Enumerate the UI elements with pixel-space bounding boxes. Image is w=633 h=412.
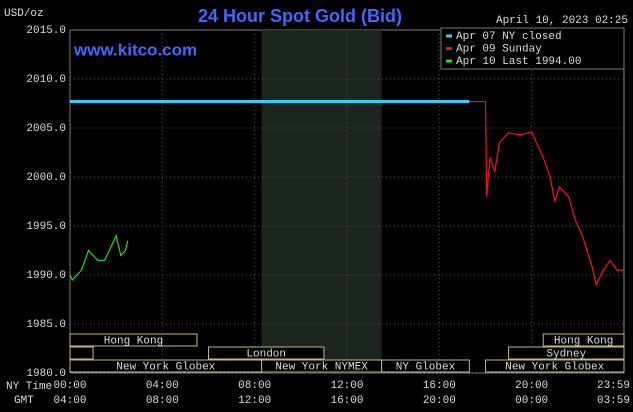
gmt-tick-label: 03:59 — [597, 395, 630, 407]
x-tick-label: 08:00 — [238, 380, 271, 392]
legend-swatch — [446, 47, 452, 50]
gmt-tick-label: 20:00 — [423, 395, 456, 407]
session-box — [69, 333, 198, 347]
x-tick-label: 23:59 — [597, 380, 630, 392]
legend-label: Apr 07 NY closed — [456, 31, 562, 43]
session-label: London — [246, 348, 286, 360]
legend-label: Apr 10 Last 1994.00 — [456, 56, 581, 68]
session-label: Sydney — [546, 348, 586, 360]
session-box — [381, 359, 470, 373]
session-label: New York Globex — [505, 361, 604, 373]
legend-label: Apr 09 Sunday — [456, 43, 542, 55]
y-tick-label: 2010.0 — [26, 74, 66, 86]
legend-swatch — [446, 34, 452, 38]
y-tick-label: 1995.0 — [26, 221, 66, 233]
x-tick-label: 12:00 — [330, 380, 363, 392]
gmt-tick-label: 04:00 — [53, 395, 86, 407]
gmt-tick-label: 12:00 — [238, 395, 271, 407]
timestamp: April 10, 2023 02:25 — [496, 15, 628, 27]
chart-title: 24 Hour Spot Gold (Bid) — [198, 6, 402, 26]
session-box — [69, 346, 94, 360]
y-axis-label: USD/oz — [4, 8, 44, 20]
gmt-label: GMT — [14, 395, 34, 407]
session-box — [542, 333, 625, 347]
x-tick-label: 00:00 — [53, 380, 86, 392]
series-line — [69, 233, 129, 281]
x-tick-label: 04:00 — [146, 380, 179, 392]
series-line — [469, 100, 624, 287]
x-tick-label: 16:00 — [423, 380, 456, 392]
gmt-tick-label: 16:00 — [330, 395, 363, 407]
x-tick-label: 20:00 — [515, 380, 548, 392]
y-tick-label: 1985.0 — [26, 319, 66, 331]
session-label: Hong Kong — [104, 335, 163, 347]
session-label: NY Globex — [396, 361, 456, 373]
session-label: New York NYMEX — [275, 361, 368, 373]
ny-time-label: NY Time — [6, 381, 52, 393]
y-tick-label: 2000.0 — [26, 172, 66, 184]
session-box — [508, 346, 625, 360]
shaded-region — [261, 30, 382, 373]
watermark: www.kitco.com — [73, 40, 197, 59]
session-label: New York Globex — [116, 361, 215, 373]
y-tick-label: 1990.0 — [26, 270, 66, 282]
session-box — [208, 346, 325, 360]
legend-swatch — [446, 59, 452, 63]
y-tick-label: 1980.0 — [26, 368, 66, 380]
session-box — [485, 359, 625, 373]
gmt-tick-label: 08:00 — [146, 395, 179, 407]
gmt-tick-label: 00:00 — [515, 395, 548, 407]
y-tick-label: 2015.0 — [26, 25, 66, 37]
y-tick-label: 2005.0 — [26, 123, 66, 135]
legend-box — [440, 27, 625, 70]
session-label: Hong Kong — [554, 335, 613, 347]
